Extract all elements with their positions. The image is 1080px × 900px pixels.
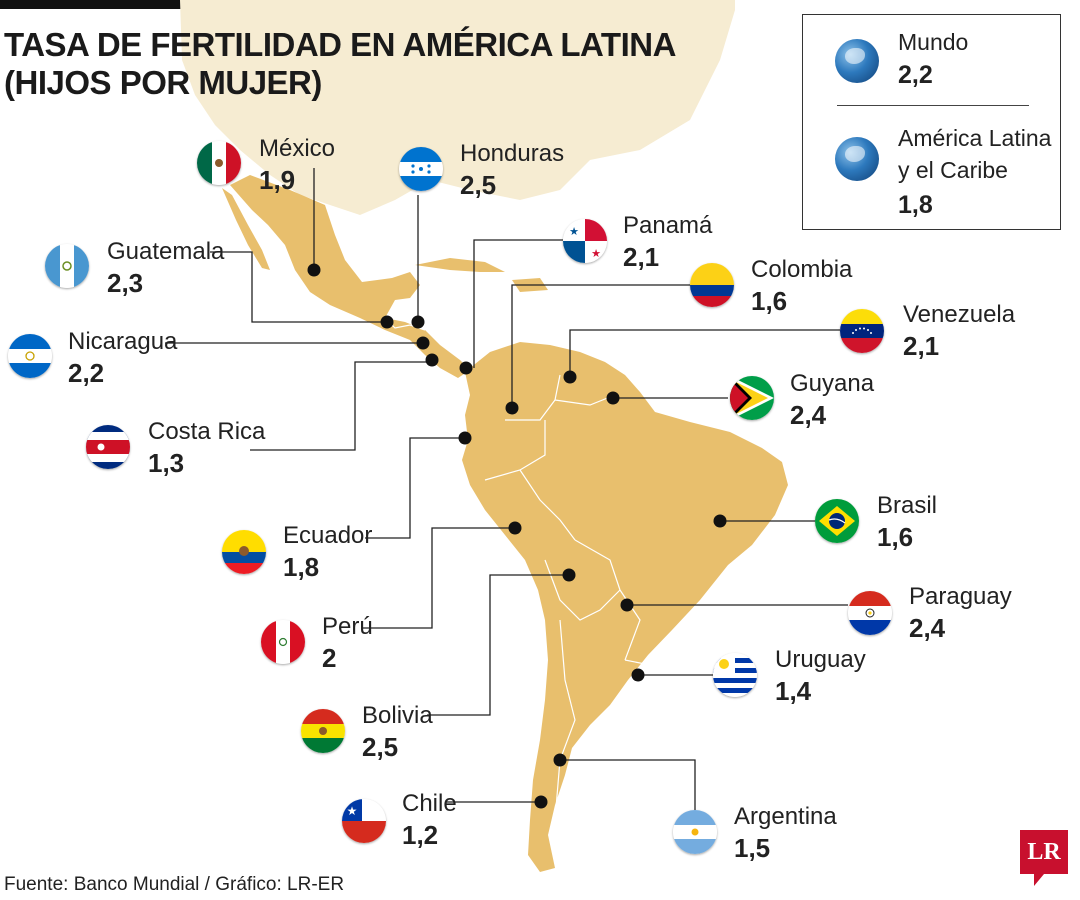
dot-venezuela — [563, 370, 577, 384]
label-panama: Panamá — [623, 212, 713, 239]
value-peru: 2 — [322, 643, 337, 673]
label-uruguay: Uruguay — [775, 646, 866, 673]
dot-nicaragua — [416, 336, 430, 350]
label-peru: Perú — [322, 613, 373, 640]
peru-flag-icon — [261, 620, 305, 664]
argentina-flag-icon — [673, 810, 717, 854]
value-chile: 1,2 — [402, 820, 439, 850]
value-colombia: 1,6 — [751, 286, 788, 316]
label-venezuela: Venezuela — [903, 301, 1016, 328]
legend-world-value: 2,2 — [898, 61, 933, 89]
honduras-flag-icon — [399, 147, 443, 191]
legend-region-value: 1,8 — [898, 191, 933, 219]
dot-honduras — [411, 315, 425, 329]
dot-bolivia — [562, 568, 576, 582]
label-colombia: Colombia — [751, 256, 853, 283]
costa-rica-flag-icon — [86, 425, 130, 469]
guatemala-flag-icon — [45, 244, 89, 288]
label-chile: Chile — [402, 790, 457, 817]
svg-text:★: ★ — [569, 226, 579, 238]
dot-guyana — [606, 391, 620, 405]
value-mexico: 1,9 — [259, 165, 296, 195]
value-honduras: 2,5 — [460, 170, 497, 200]
value-paraguay: 2,4 — [909, 613, 946, 643]
chart-title: TASA DE FERTILIDAD EN AMÉRICA LATINA (HI… — [4, 26, 744, 102]
baja-california — [222, 188, 270, 270]
legend-world-label: Mundo — [898, 29, 969, 55]
venezuela-flag-icon — [840, 309, 884, 353]
label-costa-rica: Costa Rica — [148, 418, 266, 445]
source-note: Fuente: Banco Mundial / Gráfico: LR-ER — [4, 874, 345, 895]
chile-flag-icon: ★ — [342, 799, 386, 843]
mexico-land — [230, 175, 470, 378]
value-brasil: 1,6 — [877, 522, 914, 552]
value-guatemala: 2,3 — [107, 268, 144, 298]
label-nicaragua: Nicaragua — [68, 328, 178, 355]
dot-panama — [459, 361, 473, 375]
dot-brasil — [713, 514, 727, 528]
brasil-flag-icon — [815, 499, 859, 543]
title-line-2: (HIJOS POR MUJER) — [4, 64, 322, 101]
label-guyana: Guyana — [790, 370, 875, 397]
legend-divider — [837, 105, 1029, 106]
label-argentina: Argentina — [734, 803, 837, 830]
label-brasil: Brasil — [877, 492, 938, 519]
value-guyana: 2,4 — [790, 400, 827, 430]
panama-flag-icon: ★ ★ — [563, 219, 607, 263]
dot-uruguay — [631, 668, 645, 682]
country-dots — [307, 263, 727, 809]
value-argentina: 1,5 — [734, 833, 771, 863]
label-guatemala: Guatemala — [107, 238, 225, 265]
dot-paraguay — [620, 598, 634, 612]
dot-mexico — [307, 263, 321, 277]
label-ecuador: Ecuador — [283, 522, 373, 549]
world-globe-icon — [835, 39, 879, 83]
cuba — [415, 258, 505, 272]
value-venezuela: 2,1 — [903, 331, 940, 361]
value-bolivia: 2,5 — [362, 732, 399, 762]
dot-argentina — [553, 753, 567, 767]
value-uruguay: 1,4 — [775, 676, 812, 706]
label-honduras: Honduras — [460, 140, 565, 167]
mexico-flag-icon — [197, 141, 241, 185]
leader-lines — [165, 168, 848, 810]
svg-text:★: ★ — [591, 248, 601, 260]
label-mexico: México — [259, 135, 336, 162]
title-line-1: TASA DE FERTILIDAD EN AMÉRICA LATINA — [4, 26, 676, 63]
lr-logo: LR — [1020, 830, 1068, 886]
label-bolivia: Bolivia — [362, 702, 433, 729]
svg-text:★: ★ — [347, 804, 358, 818]
region-globe-icon — [835, 137, 879, 181]
dot-ecuador — [458, 431, 472, 445]
value-ecuador: 1,8 — [283, 552, 320, 582]
value-panama: 2,1 — [623, 242, 660, 272]
dot-colombia — [505, 401, 519, 415]
legend-region-label-2: y el Caribe — [898, 157, 1008, 183]
paraguay-flag-icon — [848, 591, 892, 635]
ecuador-flag-icon — [222, 530, 266, 574]
north-america-faded — [180, 0, 735, 215]
label-paraguay: Paraguay — [909, 583, 1012, 610]
legend-region-label-1: América Latina — [898, 125, 1052, 151]
legend-box: Mundo 2,2 América Latina y el Caribe 1,8 — [802, 14, 1061, 230]
dot-guatemala — [380, 315, 394, 329]
dot-chile — [534, 795, 548, 809]
dot-peru — [508, 521, 522, 535]
nicaragua-flag-icon — [8, 334, 52, 378]
uruguay-flag-icon — [713, 653, 757, 697]
bolivia-flag-icon — [301, 709, 345, 753]
dot-costa-rica — [425, 353, 439, 367]
value-nicaragua: 2,2 — [68, 358, 105, 388]
value-costa-rica: 1,3 — [148, 448, 185, 478]
colombia-flag-icon — [690, 263, 734, 307]
guyana-flag-icon — [730, 376, 774, 420]
